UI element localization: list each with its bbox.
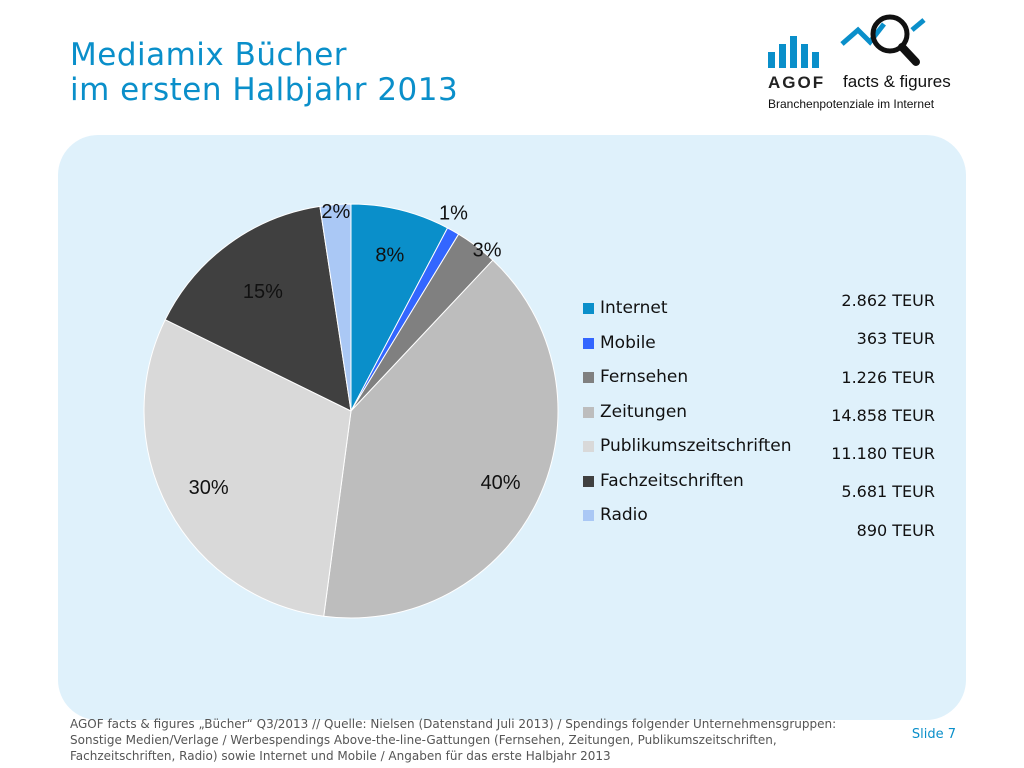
legend-swatch <box>583 475 594 487</box>
legend-item-zeitungen: Zeitungen <box>583 399 792 434</box>
legend-label: Zeitungen <box>600 401 688 422</box>
pie-slice-fachzeitschriften <box>164 205 352 412</box>
legend-label: Mobile <box>600 332 656 353</box>
legend-item-fachzeitschriften: Fachzeitschriften <box>583 468 792 503</box>
legend-item-publikumszeitschriften: Publikumszeitschriften <box>583 433 792 468</box>
pie-label-zeitungen: 40% <box>481 472 521 494</box>
legend-swatch <box>583 406 594 418</box>
pie-label-publikumszeitschriften: 30% <box>189 477 229 499</box>
value-label-internet: 2.862 TEUR <box>841 291 935 310</box>
pie-slice-internet <box>350 203 449 412</box>
pie-slice-radio <box>319 203 352 412</box>
legend-label: Fernsehen <box>600 367 689 387</box>
value-label-fachzeitschriften: 5.681 TEUR <box>841 482 935 502</box>
logo-product: facts & figures <box>843 72 951 91</box>
pie-slice-publikumszeitschriften <box>143 319 352 617</box>
legend-item-fernsehen: Fernsehen <box>583 364 792 399</box>
slide-number: Slide 7 <box>911 727 956 742</box>
legend-label: Internet <box>600 298 668 318</box>
legend-item-mobile: Mobile <box>583 330 792 365</box>
legend-label: Publikumszeitschriften <box>600 436 792 456</box>
legend-swatch <box>583 337 594 349</box>
legend-item-radio: Radio <box>583 502 792 537</box>
value-label-fernsehen: 1.226 TEUR <box>841 367 935 387</box>
legend-swatch <box>583 441 594 452</box>
legend-label: Fachzeitschriften <box>600 470 744 491</box>
value-label-radio: 890 TEUR <box>856 520 935 540</box>
value-label-mobile: 363 TEUR <box>856 329 935 349</box>
pie-label-mobile: 1% <box>439 202 468 224</box>
legend-swatch <box>583 510 594 521</box>
page-title-line1: Mediamix Bücher <box>70 37 348 73</box>
pie-label-fachzeitschriften: 15% <box>243 281 283 303</box>
pie-slice-zeitungen <box>323 259 559 619</box>
value-label-publikumszeitschriften: 11.180 TEUR <box>831 444 935 464</box>
chart-legend: Internet Mobile Fernsehen Zeitungen Publikum… <box>583 295 792 537</box>
value-list: 2.862 TEUR 363 TEUR 1.226 TEUR 14.858 TEUR 1… <box>831 288 935 556</box>
source-footnote: AGOF facts & figures „Bücher“ Q3/2013 //… <box>70 717 837 763</box>
agof-logo: AGOF facts & figures Branchenpotenziale … <box>760 10 960 115</box>
pie-label-fernsehen: 3% <box>473 240 502 262</box>
page-title: Mediamix Bücher im ersten Halbjahr 2013 <box>70 38 458 108</box>
pie-label-internet: 8% <box>375 244 404 266</box>
magnifier-chart-icon <box>768 14 926 68</box>
logo-brand: AGOF <box>768 73 826 92</box>
legend-item-internet: Internet <box>583 295 792 330</box>
value-label-zeitungen: 14.858 TEUR <box>831 405 935 425</box>
legend-swatch <box>583 303 594 314</box>
logo-tagline: Branchenpotenziale im Internet <box>768 97 935 111</box>
page-title-line2: im ersten Halbjahr 2013 <box>70 72 459 108</box>
legend-label: Radio <box>600 505 648 525</box>
legend-swatch <box>583 372 594 383</box>
pie-label-radio: 2% <box>321 201 350 223</box>
